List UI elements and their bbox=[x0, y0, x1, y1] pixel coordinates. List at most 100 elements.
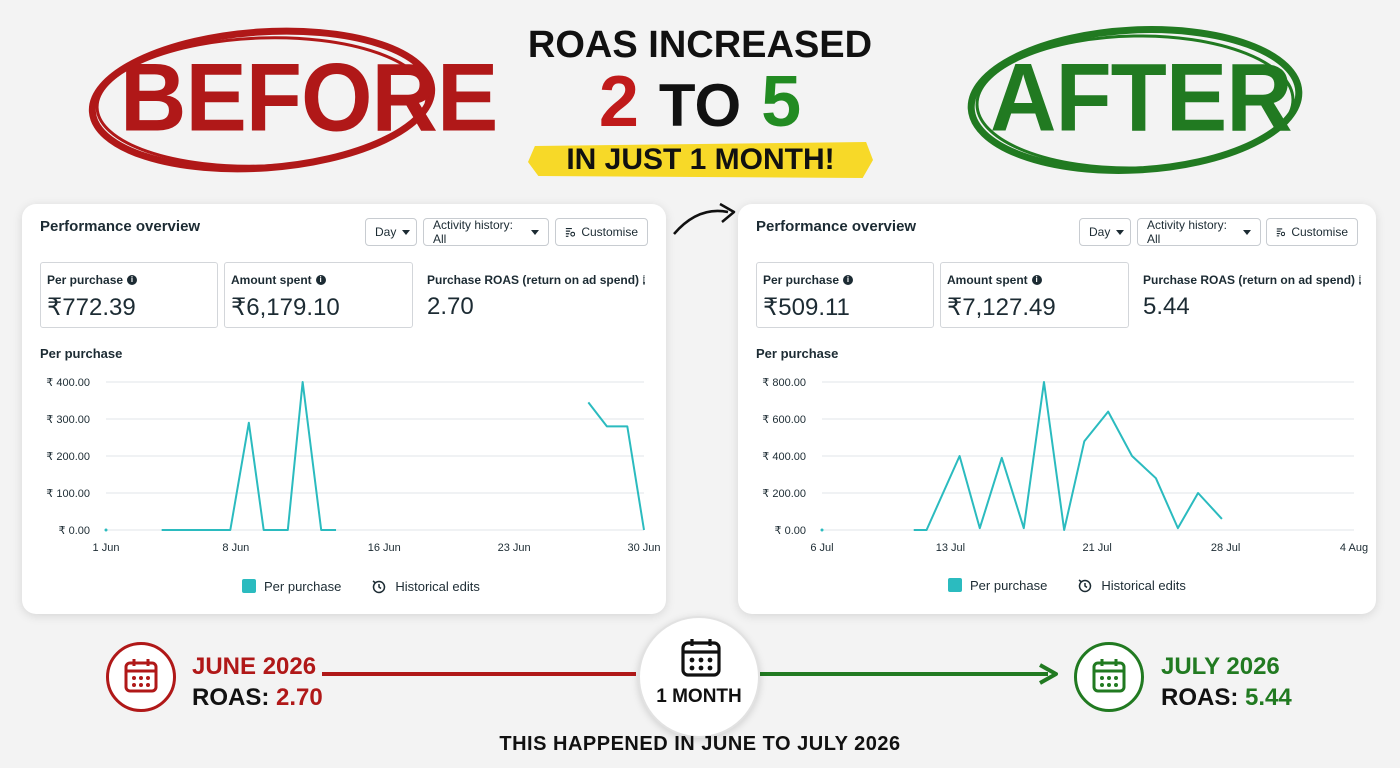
x-tick-label: 1 Jun bbox=[93, 542, 120, 554]
series-line-per-purchase bbox=[161, 381, 337, 531]
x-tick-label: 13 Jul bbox=[936, 542, 965, 554]
y-tick-label: ₹ 200.00 bbox=[762, 488, 806, 500]
legend-swatch bbox=[242, 579, 256, 593]
info-icon[interactable]: i bbox=[643, 275, 646, 285]
legend-swatch bbox=[948, 578, 962, 592]
before-label: BEFORE bbox=[120, 44, 498, 152]
y-tick-label: ₹ 0.00 bbox=[59, 525, 90, 537]
chevron-down-icon bbox=[1116, 229, 1125, 235]
chevron-down-icon bbox=[1243, 229, 1251, 235]
series-point bbox=[104, 528, 108, 532]
banner-text: IN JUST 1 MONTH! bbox=[566, 143, 835, 176]
x-tick-label: 30 Jun bbox=[627, 542, 660, 554]
info-icon[interactable]: i bbox=[127, 275, 138, 285]
metric-label: Per purchase bbox=[47, 273, 124, 287]
day-dropdown-label: Day bbox=[375, 225, 397, 239]
chevron-down-icon bbox=[531, 229, 539, 235]
chart-title: Per purchase bbox=[756, 346, 839, 361]
x-tick-label: 28 Jul bbox=[1211, 542, 1240, 554]
calendar-icon bbox=[124, 659, 158, 693]
info-icon[interactable]: i bbox=[843, 275, 854, 285]
metric-value: 2.70 bbox=[427, 293, 474, 320]
history-icon bbox=[372, 580, 386, 594]
legend-series-label[interactable]: Per purchase bbox=[264, 578, 342, 594]
after-label: AFTER bbox=[990, 44, 1293, 152]
metric-label: Amount spent bbox=[947, 273, 1028, 287]
before-oval bbox=[88, 26, 1303, 174]
headline-to-value: 5 bbox=[761, 62, 802, 142]
end-roas: ROAS: 5.44 bbox=[1161, 684, 1292, 712]
info-icon[interactable]: i bbox=[1031, 275, 1042, 285]
legend-series-label[interactable]: Per purchase bbox=[970, 577, 1048, 593]
info-icon[interactable]: i bbox=[315, 275, 326, 285]
info-icon[interactable]: i bbox=[1359, 275, 1362, 285]
metric-value: ₹7,127.49 bbox=[947, 294, 1056, 321]
start-roas-value: 2.70 bbox=[276, 684, 323, 711]
chart-legend: Per purchase Historical edits bbox=[948, 577, 1186, 593]
series-line-per-purchase bbox=[913, 381, 1223, 531]
customise-button[interactable]: Customise bbox=[1266, 218, 1358, 246]
day-dropdown[interactable]: Day bbox=[365, 218, 417, 246]
headline-from-value: 2 bbox=[598, 62, 639, 142]
legend-edits-label[interactable]: Historical edits bbox=[1101, 577, 1186, 593]
y-tick-label: ₹ 200.00 bbox=[46, 451, 90, 463]
timeline-lines bbox=[322, 663, 1058, 685]
headline-to-word: TO bbox=[658, 72, 742, 139]
x-tick-label: 8 Jun bbox=[222, 542, 249, 554]
x-tick-label: 4 Aug bbox=[1340, 542, 1368, 554]
chart-title: Per purchase bbox=[40, 346, 123, 361]
customise-button[interactable]: Customise bbox=[555, 218, 648, 246]
june-calendar-badge bbox=[106, 642, 176, 712]
x-tick-label: 21 Jul bbox=[1082, 542, 1111, 554]
end-month: JULY 2026 bbox=[1161, 653, 1280, 680]
y-tick-label: ₹ 300.00 bbox=[46, 414, 90, 426]
x-tick-label: 6 Jul bbox=[810, 542, 833, 554]
series-line-per-purchase bbox=[587, 401, 645, 531]
activity-history-label: Activity history: All bbox=[433, 218, 514, 246]
legend-edits-label[interactable]: Historical edits bbox=[395, 578, 480, 594]
chart-legend: Per purchase Historical edits bbox=[242, 578, 480, 594]
day-dropdown-label: Day bbox=[1089, 225, 1111, 239]
metric-purchase-roas[interactable]: Purchase ROAS (return on ad spend) i 5.44 bbox=[1136, 262, 1366, 328]
metric-amount-spent[interactable]: Amount spent i ₹6,179.10 bbox=[224, 262, 413, 328]
y-tick-label: ₹ 0.00 bbox=[775, 525, 806, 537]
calendar-icon bbox=[681, 639, 721, 677]
one-month-badge: 1 MONTH bbox=[638, 616, 760, 738]
metric-per-purchase[interactable]: Per purchase i ₹509.11 bbox=[756, 262, 934, 328]
x-tick-label: 16 Jun bbox=[368, 542, 401, 554]
before-performance-card: Performance overview Day Activity histor… bbox=[22, 204, 666, 614]
metric-label: Purchase ROAS (return on ad spend) bbox=[427, 273, 640, 287]
start-roas-label: ROAS: bbox=[192, 684, 270, 711]
activity-history-dropdown[interactable]: Activity history: All bbox=[1137, 218, 1261, 246]
activity-history-label: Activity history: All bbox=[1147, 218, 1228, 246]
end-roas-value: 5.44 bbox=[1245, 684, 1292, 711]
start-roas: ROAS: 2.70 bbox=[192, 684, 323, 712]
start-month: JUNE 2026 bbox=[192, 653, 317, 680]
chevron-down-icon bbox=[402, 229, 411, 235]
metric-label: Amount spent bbox=[231, 273, 312, 287]
metric-purchase-roas[interactable]: Purchase ROAS (return on ad spend) i 2.70 bbox=[420, 262, 650, 328]
before-line-chart: ₹ 0.00 ₹ 100.00 ₹ 200.00 ₹ 300.00 ₹ 400.00 1 … bbox=[46, 377, 660, 554]
end-roas-label: ROAS: bbox=[1161, 684, 1239, 711]
card-title: Performance overview bbox=[40, 218, 201, 235]
customise-label: Customise bbox=[1291, 225, 1348, 239]
series-point bbox=[820, 528, 824, 532]
metric-value: ₹772.39 bbox=[47, 294, 136, 321]
metric-per-purchase[interactable]: Per purchase i ₹772.39 bbox=[40, 262, 218, 328]
middle-label: 1 MONTH bbox=[656, 686, 742, 707]
day-dropdown[interactable]: Day bbox=[1079, 218, 1131, 246]
metric-amount-spent[interactable]: Amount spent i ₹7,127.49 bbox=[940, 262, 1129, 328]
y-tick-label: ₹ 600.00 bbox=[762, 414, 806, 426]
customise-icon bbox=[1276, 228, 1286, 237]
headline-roas-increased: ROAS INCREASED bbox=[527, 24, 873, 66]
card-title: Performance overview bbox=[756, 218, 917, 235]
headline-2-to-5: 2 TO 5 bbox=[500, 66, 900, 138]
calendar-icon bbox=[1092, 659, 1126, 693]
y-tick-label: ₹ 100.00 bbox=[46, 488, 90, 500]
customise-icon bbox=[565, 227, 576, 237]
customise-label: Customise bbox=[581, 225, 638, 239]
banner-highlight bbox=[528, 142, 873, 178]
metric-value: ₹509.11 bbox=[763, 294, 850, 321]
activity-history-dropdown[interactable]: Activity history: All bbox=[423, 218, 549, 246]
metric-label: Per purchase bbox=[763, 273, 840, 287]
